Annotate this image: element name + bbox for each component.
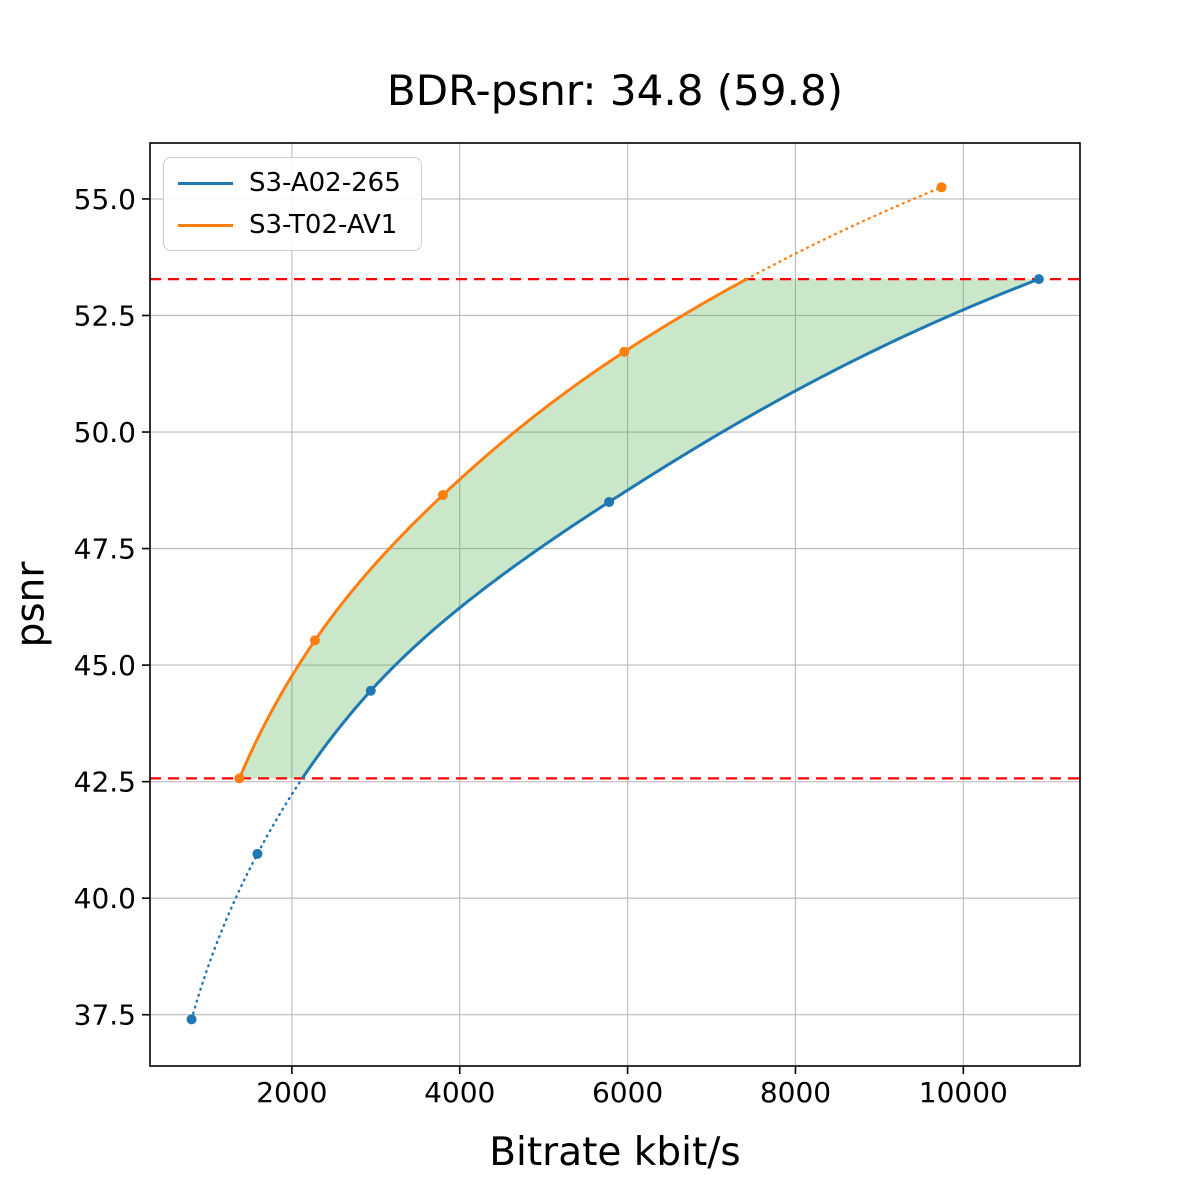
legend-label-series-0: S3-A02-265 [249,168,401,198]
x-tick-label: 8000 [760,1076,831,1109]
legend: S3-A02-265 S3-T02-AV1 [163,157,422,251]
x-tick-label: 4000 [424,1076,495,1109]
series-1-marker [619,346,630,357]
series-0-marker [604,496,615,507]
legend-line-sample-series-0 [178,181,233,185]
series-1-marker [309,635,320,646]
series-0-marker [365,685,376,696]
y-tick-label: 47.5 [74,533,136,566]
y-tick-label: 52.5 [74,299,136,332]
x-tick-label: 2000 [256,1076,327,1109]
series-1-line [238,277,748,779]
x-axis-label: Bitrate kbit/s [489,1130,741,1175]
series-1-marker [936,182,947,193]
chart-title: BDR-psnr: 34.8 (59.8) [386,66,844,115]
series-1-marker [437,489,448,500]
y-axis-label: psnr [8,561,54,648]
x-tick-label: 6000 [592,1076,663,1109]
series-1-marker [234,773,245,784]
y-tick-label: 40.0 [74,882,136,915]
y-tick-label: 45.0 [74,649,136,682]
shaded-region [239,279,1039,779]
series-0-line-dotted [190,777,304,1021]
legend-label-series-1: S3-T02-AV1 [249,210,398,240]
legend-entry: S3-T02-AV1 [178,210,401,240]
legend-line-sample-series-1 [178,223,233,227]
y-axis-label-wrap: psnr [0,143,62,1066]
legend-entry: S3-A02-265 [178,168,401,198]
series-0-marker [252,848,263,859]
y-tick-label: 50.0 [74,416,136,449]
series-0-marker [1033,274,1044,285]
series-1-line-dotted [745,186,943,281]
series-0-line [301,277,1040,780]
y-tick-label: 37.5 [74,999,136,1032]
series-0-marker [186,1014,197,1025]
x-tick-label: 10000 [919,1076,1008,1109]
plot-border [149,142,1081,1067]
y-tick-label: 42.5 [74,766,136,799]
y-tick-label: 55.0 [74,183,136,216]
